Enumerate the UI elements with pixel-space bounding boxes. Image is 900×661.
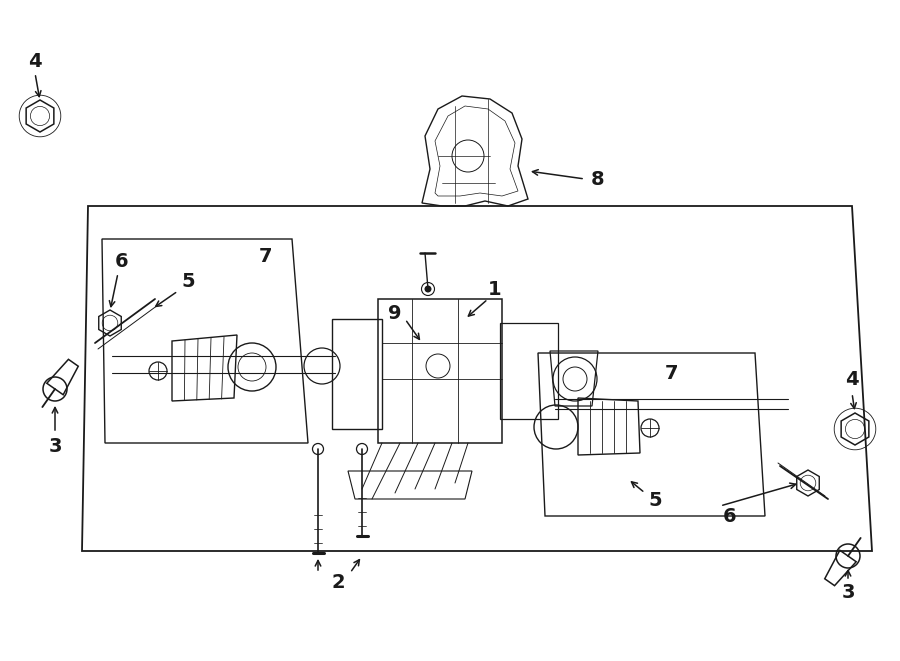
Text: 7: 7 <box>665 364 679 383</box>
Text: 6: 6 <box>115 251 129 270</box>
Text: 5: 5 <box>181 272 194 290</box>
Text: 4: 4 <box>28 52 41 71</box>
Text: 2: 2 <box>331 574 345 592</box>
Text: 7: 7 <box>258 247 272 266</box>
Text: 6: 6 <box>724 506 737 525</box>
Text: 9: 9 <box>388 303 401 323</box>
Text: 3: 3 <box>49 436 62 455</box>
Text: 1: 1 <box>488 280 502 299</box>
Text: 4: 4 <box>845 369 859 389</box>
Text: 3: 3 <box>842 584 855 602</box>
Circle shape <box>425 286 431 293</box>
Text: 8: 8 <box>591 169 605 188</box>
Text: 5: 5 <box>648 492 662 510</box>
